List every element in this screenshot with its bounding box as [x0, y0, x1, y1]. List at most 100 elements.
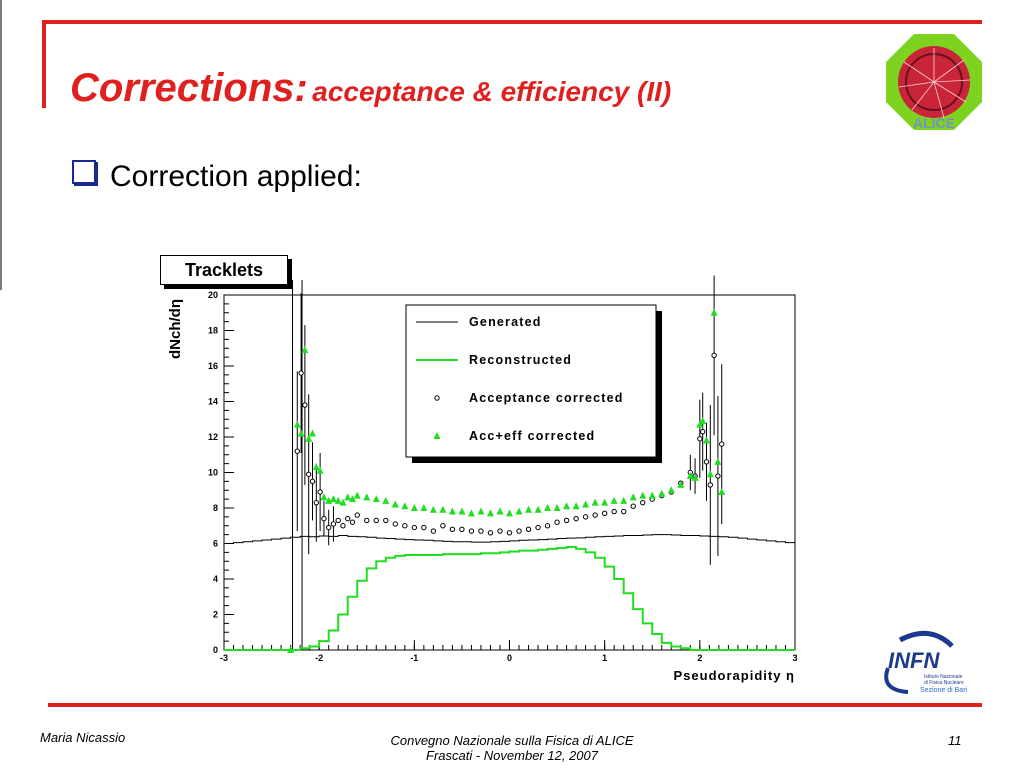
left-rule: [42, 20, 46, 108]
infn-logo-text: INFN: [888, 648, 940, 673]
slide-title: Corrections: acceptance & efficiency (II…: [70, 66, 671, 111]
data-point-acceptance: [421, 524, 427, 531]
data-point-acceff: [316, 466, 324, 474]
data-point-acceff: [515, 507, 523, 515]
data-point-acceptance: [449, 526, 456, 532]
data-point-acceptance: [383, 517, 389, 524]
data-point-acceptance: [563, 517, 570, 524]
x-tick-label: -3: [220, 653, 228, 663]
legend-label-1: Reconstructed: [469, 353, 572, 367]
x-tick-label: 3: [792, 653, 797, 663]
data-point-acceptance: [321, 515, 327, 522]
data-point-acceff: [348, 495, 356, 503]
data-point-acceptance: [719, 441, 725, 447]
legend-swatch-3: [433, 432, 441, 439]
legend-swatch-2: [434, 395, 440, 401]
data-point-acceff: [702, 436, 710, 444]
data-point-acceptance: [630, 503, 636, 509]
x-tick-label: 1: [602, 653, 607, 663]
data-point-acceff: [309, 429, 317, 437]
data-point-acceptance: [392, 521, 398, 527]
legend-box: [405, 304, 657, 458]
x-tick-label: -2: [315, 653, 323, 663]
left-edge-line: [0, 0, 2, 290]
data-point-acceptance: [305, 471, 312, 477]
y-tick-label: 8: [213, 503, 218, 513]
data-point-acceff: [582, 500, 590, 508]
data-point-acceptance: [525, 526, 532, 532]
y-tick-label: 10: [208, 468, 218, 478]
data-point-acceff: [553, 504, 561, 511]
y-tick-label: 14: [208, 397, 218, 407]
footer-conference: Convegno Nazionale sulla Fisica di ALICE…: [0, 733, 1024, 763]
data-point-acceff: [658, 489, 666, 497]
data-point-acceff: [648, 491, 656, 499]
data-point-acceptance: [544, 523, 551, 529]
data-point-acceff: [334, 496, 342, 504]
data-point-acceptance: [440, 523, 446, 529]
data-point-acceff: [344, 493, 352, 501]
data-point-acceptance: [459, 526, 465, 532]
data-point-acceff: [401, 502, 409, 510]
bullet-text: Correction applied:: [110, 160, 362, 193]
data-point-acceptance: [711, 352, 717, 359]
y-axis-label: dNch/dη: [167, 299, 184, 359]
data-point-acceptance: [506, 530, 513, 536]
data-point-acceff: [706, 470, 714, 478]
data-point-acceptance: [699, 428, 706, 435]
data-point-acceptance: [697, 436, 703, 442]
data-point-acceptance: [330, 521, 337, 527]
data-point-acceptance: [715, 473, 721, 479]
series-line-1: [224, 546, 795, 651]
data-point-acceff: [620, 496, 628, 504]
data-point-acceff: [686, 472, 694, 480]
data-point-acceff: [467, 509, 475, 517]
data-point-acceff: [325, 496, 333, 504]
legend-label-0: Generated: [469, 315, 542, 329]
data-point-acceptance: [325, 524, 332, 531]
alice-logo: ALICE: [886, 34, 982, 131]
y-tick-label: 6: [213, 539, 218, 549]
footer-conference-line1: Convegno Nazionale sulla Fisica di ALICE: [390, 733, 634, 748]
data-point-acceff: [305, 434, 313, 442]
data-point-acceptance: [373, 517, 379, 524]
data-point-acceff: [363, 493, 371, 501]
data-point-acceff: [312, 463, 320, 471]
data-point-acceptance: [516, 528, 522, 534]
data-point-acceff: [297, 429, 305, 437]
data-point-acceff: [410, 504, 418, 511]
data-point-acceff: [320, 493, 328, 501]
title-main-text: Corrections:: [70, 66, 308, 110]
bottom-rule: [48, 703, 982, 707]
top-rule: [42, 20, 982, 24]
y-tick-label: 0: [213, 645, 218, 655]
series-line-0: [224, 534, 795, 544]
data-point-acceptance: [354, 512, 360, 518]
y-tick-label: 20: [208, 290, 218, 300]
data-point-acceff: [353, 491, 361, 499]
data-point-acceptance: [302, 402, 308, 408]
data-point-acceff: [429, 505, 437, 513]
data-point-acceptance: [487, 530, 494, 536]
data-point-acceff: [714, 457, 722, 465]
data-point-acceff: [496, 507, 504, 515]
data-point-acceff: [629, 493, 637, 501]
y-tick-label: 4: [213, 574, 218, 584]
data-point-acceff: [382, 496, 390, 504]
data-point-acceptance: [317, 489, 323, 495]
data-point-acceff: [293, 420, 301, 428]
data-point-acceff: [572, 502, 580, 510]
data-point-acceptance: [313, 499, 320, 506]
x-axis-label: Pseudorapidity η: [674, 668, 795, 683]
infn-sub1: Istituto Nazionale: [924, 674, 963, 680]
checkbox-bullet-icon: [72, 160, 96, 184]
data-point-acceff: [691, 473, 699, 481]
data-point-acceptance: [573, 515, 579, 522]
y-tick-label: 2: [213, 610, 218, 620]
data-point-acceff: [667, 486, 675, 494]
data-point-acceff: [591, 498, 599, 506]
footer-conference-line2: Frascati - November 12, 2007: [426, 748, 598, 763]
data-point-acceff: [420, 504, 428, 511]
